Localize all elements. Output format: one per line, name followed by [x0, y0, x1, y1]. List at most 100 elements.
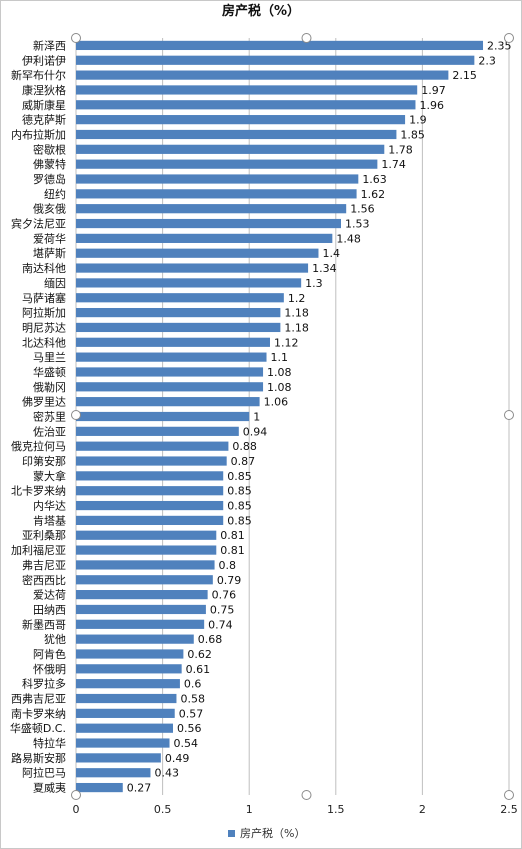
bar	[76, 263, 309, 273]
value-label: 0.49	[165, 752, 190, 765]
bar	[76, 159, 378, 169]
category-label: 堪萨斯	[33, 247, 66, 260]
bar	[76, 708, 175, 718]
bar	[76, 723, 173, 733]
category-label: 亚利桑那	[22, 529, 66, 542]
value-label: 0.88	[232, 440, 257, 453]
resize-handle[interactable]	[71, 790, 81, 800]
bar	[76, 515, 224, 526]
category-label: 伊利诺伊	[22, 54, 66, 67]
category-label: 西弗吉尼亚	[11, 692, 66, 706]
value-label: 1	[253, 411, 260, 424]
value-label: 0.68	[198, 633, 223, 646]
category-label: 俄勒冈	[33, 381, 66, 394]
value-label: 1.63	[362, 173, 387, 186]
bar	[76, 500, 224, 511]
bar	[76, 590, 208, 600]
value-label: 1.78	[388, 143, 413, 156]
bar	[76, 233, 333, 243]
x-tick-label: 1.5	[327, 803, 345, 816]
value-label: 0.75	[210, 603, 235, 616]
value-label: 0.6	[184, 678, 202, 691]
category-label: 夏威夷	[33, 782, 66, 795]
category-label: 内布拉斯加	[11, 127, 66, 141]
bar	[76, 144, 385, 154]
value-label: 1.62	[361, 188, 386, 201]
value-label: 1.48	[336, 232, 361, 245]
category-label: 路易斯安那	[11, 751, 66, 765]
resize-handle[interactable]	[504, 410, 514, 420]
category-label: 马萨诸塞	[22, 291, 66, 305]
bar	[76, 426, 239, 436]
bar	[76, 397, 260, 407]
bar	[76, 174, 359, 184]
bar	[76, 545, 217, 555]
category-label: 阿拉巴马	[22, 766, 66, 780]
bar	[76, 293, 284, 303]
bar	[76, 100, 416, 110]
value-label: 0.57	[179, 707, 204, 720]
category-label: 华盛顿D.C.	[10, 721, 66, 735]
category-label: 德克萨斯	[22, 113, 66, 127]
category-label: 南达科他	[22, 261, 66, 275]
value-label: 0.76	[212, 589, 237, 602]
bar	[76, 352, 267, 362]
resize-handle[interactable]	[301, 33, 312, 43]
value-label: 0.85	[227, 514, 252, 527]
bar	[76, 218, 341, 229]
value-label: 0.43	[154, 767, 179, 780]
bar	[76, 411, 250, 422]
category-label: 北达科他	[22, 335, 66, 349]
bar	[76, 204, 347, 214]
resize-handle[interactable]	[504, 790, 514, 800]
value-label: 0.81	[220, 529, 245, 542]
x-tick-label: 2	[419, 803, 426, 816]
resize-handle[interactable]	[71, 33, 81, 43]
bar	[76, 471, 224, 481]
x-axis-ticks: 0 0.5 1 1.5 2 2.5	[73, 803, 518, 816]
bar	[76, 40, 484, 51]
resize-handle[interactable]	[504, 33, 514, 43]
category-label: 田纳西	[33, 603, 66, 616]
resize-handle[interactable]	[301, 790, 312, 800]
category-label: 爱荷华	[33, 231, 66, 245]
category-label: 北卡罗来纳	[11, 485, 66, 498]
value-label: 1.34	[312, 262, 337, 275]
value-label: 1.96	[419, 99, 444, 112]
value-label: 0.62	[187, 648, 212, 661]
bars	[76, 40, 484, 793]
value-label: 1.53	[345, 218, 370, 231]
x-tick-label: 1	[246, 803, 253, 816]
bar	[76, 382, 264, 392]
category-label: 宾夕法尼亚	[11, 217, 66, 231]
category-label: 爱达荷	[33, 589, 66, 602]
bar	[76, 664, 182, 674]
category-label: 密西西比	[22, 573, 66, 587]
selection-handles[interactable]	[71, 33, 514, 800]
category-label: 特拉华	[33, 736, 66, 750]
value-label: 0.81	[220, 544, 245, 557]
bar	[76, 604, 206, 615]
bar	[76, 337, 270, 347]
bar	[76, 189, 357, 199]
value-label: 0.85	[227, 470, 252, 483]
value-label: 0.54	[174, 737, 199, 750]
value-label: 2.3	[478, 54, 496, 67]
value-label: 1.08	[267, 381, 292, 394]
value-label: 1.12	[274, 336, 299, 349]
bar	[76, 367, 264, 377]
resize-handle[interactable]	[71, 410, 81, 420]
value-label: 1.06	[264, 396, 289, 409]
bar	[76, 307, 281, 318]
category-label: 科罗拉多	[22, 677, 66, 691]
category-label: 南卡罗来纳	[11, 707, 66, 720]
value-label: 0.8	[219, 559, 237, 572]
value-label: 1.85	[400, 128, 425, 141]
value-label: 1.9	[409, 114, 427, 127]
category-label: 新泽西	[33, 38, 66, 52]
value-labels: 2.35 2.32.15 1.97 1.96 1.91.85 1.78 1.74 1.63 1.…	[127, 39, 512, 794]
category-label: 内华达	[33, 499, 66, 513]
bar	[76, 753, 161, 763]
category-label: 犹他	[44, 633, 66, 646]
